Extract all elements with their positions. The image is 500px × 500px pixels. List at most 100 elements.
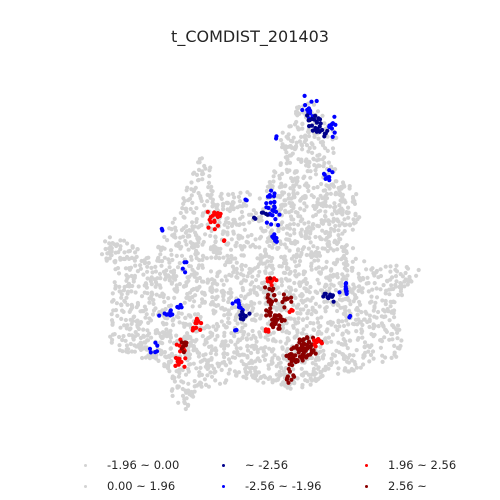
map-point bbox=[209, 289, 215, 295]
map-point bbox=[340, 272, 345, 277]
map-point bbox=[289, 377, 294, 382]
map-point bbox=[264, 188, 269, 194]
map-point bbox=[271, 179, 276, 184]
map-point bbox=[372, 314, 377, 319]
map-point bbox=[383, 302, 388, 307]
map-point bbox=[160, 259, 165, 264]
map-point bbox=[157, 271, 163, 276]
map-point bbox=[162, 299, 167, 304]
map-point bbox=[255, 350, 260, 355]
map-point bbox=[109, 312, 114, 317]
map-point bbox=[316, 258, 321, 263]
map-point bbox=[317, 304, 322, 309]
map-point bbox=[389, 283, 394, 288]
map-point bbox=[300, 107, 305, 113]
map-point bbox=[262, 254, 267, 259]
map-point bbox=[144, 312, 149, 317]
map-point bbox=[182, 364, 187, 369]
legend-item: -1.96 ~ 0.00 bbox=[84, 458, 179, 472]
map-point bbox=[200, 253, 206, 258]
map-point bbox=[325, 299, 330, 304]
map-point bbox=[323, 209, 328, 214]
map-point bbox=[158, 340, 163, 345]
map-point bbox=[235, 349, 240, 354]
map-point bbox=[153, 269, 158, 274]
map-point bbox=[175, 385, 180, 390]
map-point bbox=[341, 249, 346, 254]
map-point bbox=[219, 191, 224, 196]
map-point bbox=[179, 359, 184, 365]
map-point bbox=[366, 349, 371, 354]
map-point bbox=[361, 362, 366, 367]
map-point bbox=[315, 185, 320, 190]
map-point bbox=[204, 256, 209, 261]
map-point bbox=[280, 142, 285, 147]
map-point bbox=[353, 362, 358, 367]
map-point bbox=[266, 332, 271, 338]
map-point bbox=[310, 150, 315, 155]
map-point bbox=[170, 387, 175, 392]
map-point bbox=[174, 333, 179, 338]
map-point bbox=[238, 190, 243, 195]
map-point bbox=[311, 214, 316, 219]
map-point bbox=[343, 200, 348, 205]
map-point bbox=[281, 292, 286, 297]
legend-label: ~ -2.56 bbox=[245, 458, 289, 472]
map-point bbox=[138, 309, 143, 314]
map-point bbox=[217, 256, 222, 261]
map-point bbox=[354, 329, 359, 334]
map-point bbox=[148, 350, 153, 355]
map-point bbox=[357, 275, 362, 280]
map-point bbox=[229, 331, 234, 336]
map-point bbox=[250, 328, 255, 334]
map-point bbox=[250, 274, 255, 279]
map-point bbox=[144, 256, 149, 261]
map-point bbox=[327, 286, 332, 291]
map-point bbox=[378, 267, 383, 272]
map-point bbox=[166, 296, 171, 301]
map-point bbox=[228, 339, 233, 344]
map-point bbox=[367, 359, 372, 364]
map-point bbox=[271, 330, 276, 335]
map-point bbox=[221, 229, 226, 234]
map-point bbox=[281, 356, 287, 361]
map-point bbox=[222, 355, 227, 360]
map-point bbox=[309, 355, 314, 361]
map-point bbox=[297, 337, 302, 342]
map-point bbox=[188, 206, 193, 212]
map-point bbox=[215, 333, 220, 338]
map-point bbox=[216, 303, 221, 308]
map-point bbox=[192, 210, 197, 215]
map-point bbox=[194, 366, 199, 371]
map-point bbox=[160, 308, 165, 313]
map-point bbox=[291, 191, 296, 196]
map-point bbox=[151, 297, 156, 303]
map-point bbox=[199, 223, 204, 228]
map-point bbox=[327, 175, 332, 180]
map-point bbox=[356, 317, 361, 322]
map-point bbox=[256, 219, 262, 224]
map-point bbox=[313, 376, 318, 381]
map-point bbox=[134, 344, 139, 349]
map-point bbox=[315, 277, 320, 282]
map-point bbox=[295, 346, 300, 351]
map-point bbox=[183, 406, 188, 412]
map-point bbox=[254, 312, 259, 317]
map-point bbox=[103, 239, 108, 244]
map-point bbox=[307, 146, 312, 151]
map-point bbox=[256, 285, 261, 290]
map-point bbox=[283, 383, 288, 388]
map-point bbox=[374, 286, 379, 291]
map-point bbox=[190, 224, 195, 229]
map-point bbox=[323, 237, 328, 242]
map-point bbox=[220, 360, 225, 365]
map-point bbox=[299, 142, 304, 147]
map-point bbox=[350, 268, 355, 273]
map-point bbox=[343, 281, 348, 286]
map-point bbox=[355, 217, 360, 222]
map-point bbox=[197, 304, 202, 309]
map-point bbox=[311, 157, 316, 162]
map-title: t_COMDIST_201403 bbox=[171, 27, 329, 46]
map-point bbox=[172, 295, 177, 300]
map-point bbox=[407, 274, 412, 280]
